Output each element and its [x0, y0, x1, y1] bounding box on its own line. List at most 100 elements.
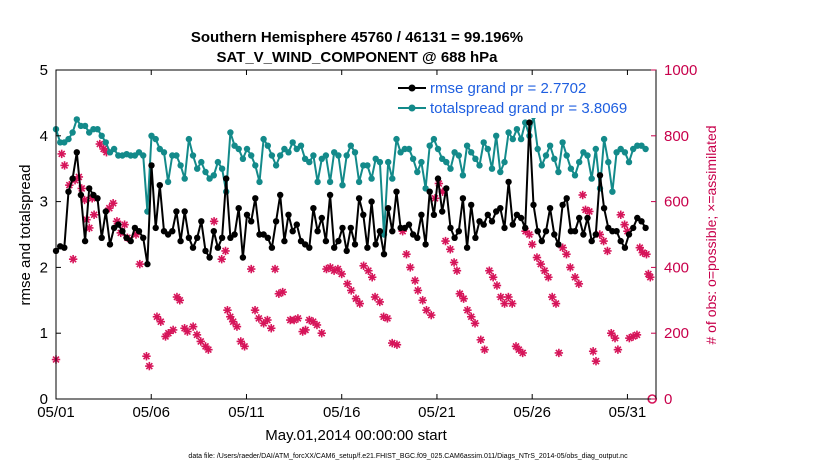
- rmse-point: [135, 228, 143, 235]
- totalspread-point: [493, 132, 500, 139]
- totalspread-point: [621, 149, 629, 156]
- obs-assimilated-point: [632, 330, 642, 340]
- totalspread-point: [306, 158, 313, 166]
- totalspread-point: [389, 175, 396, 182]
- rmse-point: [77, 191, 85, 199]
- rmse-point: [177, 237, 184, 245]
- totalspread-point: [517, 135, 525, 143]
- totalspread-point: [210, 172, 217, 179]
- rmse-point: [600, 205, 608, 212]
- totalspread-point: [546, 142, 554, 149]
- totalspread-point: [455, 152, 462, 159]
- totalspread-point: [343, 152, 350, 159]
- rmse-point: [223, 175, 230, 182]
- rmse-point: [272, 218, 280, 225]
- totalspread-point: [405, 145, 413, 153]
- obs-assimilated-point: [355, 299, 365, 308]
- obs-assimilated-point: [145, 361, 154, 371]
- x-axis-ticks: 05/01 05/06 05/11 05/16 05/21 05/26 05/31: [37, 70, 646, 421]
- totalspread-point: [198, 158, 205, 166]
- totalspread-point: [277, 152, 284, 159]
- totalspread-point: [235, 145, 242, 153]
- totalspread-point: [152, 135, 159, 143]
- totalspread-point: [102, 139, 110, 146]
- y-tick-label: 0: [40, 391, 48, 408]
- obs-assimilated-point: [452, 266, 462, 275]
- obs-assimilated-point: [532, 253, 542, 262]
- legend-rmse-marker: [408, 84, 416, 92]
- rmse-point: [422, 241, 429, 248]
- obs-assimilated-point: [57, 149, 66, 159]
- obs-assimilated-point: [108, 199, 118, 208]
- rmse-point: [563, 195, 570, 202]
- rmse-point: [343, 247, 350, 255]
- x-tick-label: 05/06: [132, 404, 170, 421]
- obs-assimilated-point: [209, 217, 219, 226]
- rmse-point: [596, 172, 604, 179]
- obs-assimilated-point: [221, 246, 230, 256]
- totalspread-point: [239, 155, 247, 162]
- obs-assimilated-point: [470, 319, 480, 328]
- obs-assimilated-point: [613, 345, 623, 354]
- rmse-point: [81, 237, 89, 245]
- x-tick-label: 05/26: [513, 404, 551, 421]
- y-right-tick-label: 200: [664, 325, 689, 342]
- totalspread-point: [600, 135, 608, 143]
- totalspread-point: [252, 162, 259, 169]
- obs-assimilated-point: [406, 263, 415, 272]
- rmse-point: [335, 237, 342, 245]
- totalspread-point: [505, 129, 512, 136]
- obs-assimilated-point: [263, 315, 272, 325]
- obs-assimilated-point: [507, 299, 517, 308]
- obs-assimilated-point: [175, 296, 185, 305]
- rmse-point: [488, 218, 496, 225]
- rmse-point: [430, 211, 438, 218]
- totalspread-point: [418, 158, 425, 166]
- y-tick-label: 3: [40, 194, 48, 211]
- totalspread-point: [501, 158, 508, 166]
- rmse-point: [638, 218, 645, 225]
- rmse-point: [281, 237, 288, 245]
- totalspread-point: [164, 178, 172, 186]
- legend-spread-marker: [408, 104, 416, 112]
- rmse-point: [509, 221, 516, 228]
- totalspread-point: [335, 152, 342, 159]
- obs-assimilated-point: [485, 266, 494, 275]
- rmse-point: [451, 234, 458, 241]
- chart-title: Southern Hemisphere 45760 / 46131 = 99.1…: [191, 29, 523, 46]
- rmse-point: [414, 234, 421, 241]
- rmse-point: [140, 234, 147, 241]
- rmse-point: [380, 251, 388, 258]
- totalspread-point: [551, 155, 558, 162]
- obs-assimilated-point: [402, 250, 411, 259]
- obs-assimilated-point: [459, 294, 468, 303]
- rmse-point: [152, 224, 159, 232]
- totalspread-point: [185, 135, 193, 143]
- obs-assimilated-point: [427, 310, 436, 320]
- obs-count-series: [51, 139, 657, 404]
- obs-assimilated-point: [226, 312, 235, 321]
- rmse-point: [239, 254, 247, 261]
- totalspread-point: [218, 165, 226, 172]
- rmse-point: [310, 205, 317, 212]
- rmse-point: [94, 195, 101, 202]
- totalspread-point: [414, 168, 421, 176]
- x-axis-label: May.01,2014 00:00:00 start: [265, 427, 447, 444]
- rmse-point: [61, 244, 68, 251]
- rmse-point: [642, 224, 649, 232]
- rmse-point: [522, 224, 529, 232]
- obs-assimilated-point: [476, 335, 485, 344]
- obs-assimilated-point: [367, 273, 377, 282]
- rmse-point: [588, 237, 595, 245]
- totalspread-point: [555, 168, 562, 176]
- obs-assimilated-point: [588, 347, 598, 356]
- y-right-tick-label: 400: [664, 259, 689, 276]
- totalspread-point: [98, 132, 105, 139]
- obs-assimilated-point: [293, 314, 303, 323]
- totalspread-point: [189, 152, 197, 159]
- totalspread-point: [488, 165, 496, 172]
- obs-assimilated-point: [278, 287, 287, 297]
- totalspread-point: [339, 182, 346, 189]
- rmse-point: [127, 237, 134, 245]
- rmse-point: [559, 201, 566, 209]
